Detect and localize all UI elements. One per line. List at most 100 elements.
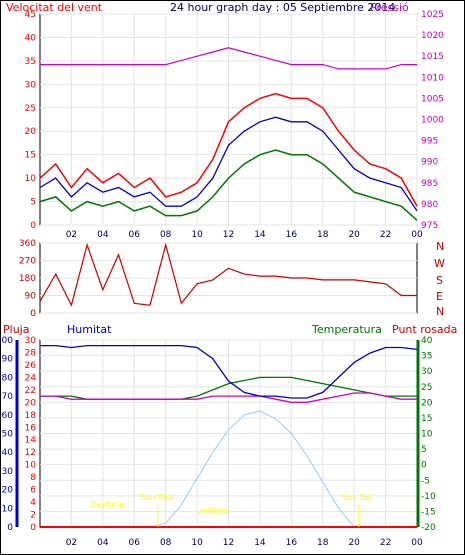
wind-x-tick: 12 [223,230,234,240]
wind-x-tick: 00 [411,230,423,240]
wind-left-tick: 15 [25,151,36,161]
pressure-right-tick: 995 [421,137,438,147]
climate-x-tick: 12 [223,538,234,548]
wind-left-tick: 35 [25,57,36,67]
direction-line [39,242,417,307]
temperature-tick: -20 [421,523,436,533]
humidity-tick: 50 [2,430,14,440]
humidity-label: Humitat [67,323,112,336]
wind-left-tick: 25 [25,104,36,114]
rain-tick: 30 [25,336,37,346]
wind-left-tick: 20 [25,127,37,137]
wind-x-tick: 16 [286,230,298,240]
rain-tick: 2 [30,511,36,521]
pressure-right-tick: 1005 [421,94,444,104]
climate-x-tick: 02 [66,538,77,548]
compass-letter-2: S [436,274,443,287]
wind-left-tick: 5 [30,198,36,208]
wind-x-tick: 04 [97,230,109,240]
temperature-tick: 25 [421,383,432,393]
rain-tick: 14 [25,436,37,446]
rain-tick: 12 [25,448,36,458]
pressure-right-tick: 985 [421,179,438,189]
climate-x-tick: 08 [160,538,172,548]
temperature-tick: 10 [421,430,433,440]
pressure-right-tick: 1000 [421,116,444,126]
lowtide-label: Lowtide [196,506,227,515]
rain-label: Pluja [3,323,29,336]
climate-x-tick: 04 [97,538,109,548]
climate-x-tick: 16 [286,538,298,548]
pressure-right-tick: 980 [421,200,438,210]
wind-left-tick: 45 [25,10,36,20]
temperature-tick: 40 [421,336,433,346]
temperature-tick: -10 [421,492,436,502]
wind-x-tick: 02 [66,230,77,240]
climate-x-tick: 06 [129,538,141,548]
rain-tick: 4 [30,498,36,508]
compass-letter-1: W [434,257,445,270]
humidity-tick: 40 [2,448,14,458]
humidity-tick: 30 [2,467,14,477]
direction-tick: 180 [19,274,36,284]
temperature-tick: 20 [421,398,433,408]
sunrise-label: Sun Rise [140,493,175,502]
pressure-label: Pressió [370,1,409,14]
wind-left-tick: 0 [30,221,36,231]
wind-left-tick: 30 [25,80,37,90]
humidity-tick: 10 [2,504,14,514]
climate-x-tick: 14 [254,538,266,548]
temperature-label: Temperatura [311,323,382,336]
compass-letter-4: N [436,305,444,318]
rain-tick: 16 [25,423,37,433]
humidity-tick: 90 [2,355,14,365]
temperature-tick: 30 [421,367,433,377]
pressure-line [40,47,417,70]
climate-x-tick: 20 [348,538,360,548]
pressure-right-tick: 1020 [421,31,444,41]
humidity-tick: 20 [2,486,14,496]
compass-letter-3: E [436,290,443,303]
wind-x-tick: 22 [380,230,391,240]
climate-x-tick: 22 [380,538,391,548]
rain-tick: 20 [25,398,37,408]
dewpoint-label: Punt rosada [392,323,457,336]
chart-title: 24 hour graph day : 05 Septiembre 2014 [170,1,395,14]
rain-tick: 8 [30,473,36,483]
wind-left-tick: 40 [25,33,37,43]
chart-marks: 0510152025303540459759809859909951000100… [0,10,444,548]
wind-x-tick: 20 [348,230,360,240]
dewpoint-line [40,392,417,403]
direction-tick: 270 [19,257,36,267]
direction-tick: 90 [25,292,37,302]
sunset-label: Sun Set [342,493,373,502]
temperature-tick: 35 [421,352,432,362]
wind-x-tick: 14 [254,230,266,240]
humidity-tick: 60 [2,411,14,421]
temperature-tick: 0 [421,461,427,471]
temperature-tick: -5 [421,476,430,486]
wind-label: Velocitat del vent [6,1,103,14]
pressure-right-tick: 1010 [421,73,444,83]
compass-letter-0: N [436,240,444,253]
humidity-tick: 0 [7,523,13,533]
pressure-right-tick: 975 [421,221,438,231]
direction-tick: 0 [30,309,36,319]
wind-x-tick: 08 [160,230,172,240]
climate-x-tick: 18 [317,538,329,548]
wind-x-tick: 06 [129,230,141,240]
rain-tick: 24 [25,373,37,383]
temperature-tick: -15 [421,507,436,517]
temperature-tick: 5 [421,445,427,455]
pressure-right-tick: 1025 [421,10,444,20]
rain-tick: 22 [25,386,36,396]
humidity-tick: 100 [0,336,13,346]
pressure-right-tick: 1015 [421,52,444,62]
pressure-right-tick: 990 [421,158,438,168]
rain-tick: 0 [30,523,36,533]
rain-tick: 6 [30,486,36,496]
direction-tick: 360 [19,239,36,249]
rain-tick: 18 [25,411,37,421]
